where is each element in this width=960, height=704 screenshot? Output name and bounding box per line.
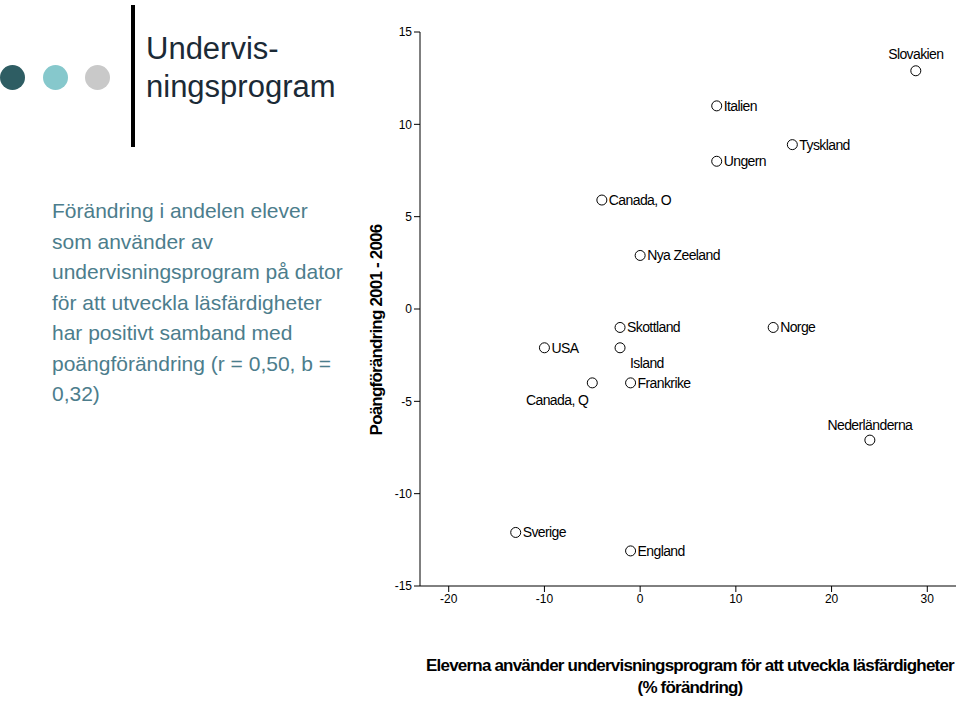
- svg-text:Italien: Italien: [724, 98, 757, 114]
- svg-text:Canada, O: Canada, O: [609, 192, 672, 208]
- svg-text:England: England: [638, 543, 685, 559]
- svg-text:20: 20: [825, 592, 839, 606]
- svg-text:Poängförändring 2001 - 2006: Poängförändring 2001 - 2006: [367, 224, 386, 435]
- svg-text:Frankrike: Frankrike: [638, 375, 692, 391]
- html-text:Eleverna använder undervisning: Eleverna använder undervisningsprogram f…: [426, 656, 954, 697]
- svg-text:-10: -10: [536, 592, 554, 606]
- svg-text:Skottland: Skottland: [627, 319, 680, 335]
- svg-text:Island: Island: [630, 355, 664, 371]
- svg-text:Slovakien: Slovakien: [888, 46, 943, 62]
- svg-text:Canada, Q: Canada, Q: [526, 392, 589, 408]
- svg-text:Tyskland: Tyskland: [799, 137, 849, 153]
- svg-text:USA: USA: [551, 340, 579, 356]
- html-text:Undervis-: Undervis-: [146, 31, 279, 66]
- svg-text:Ungern: Ungern: [724, 153, 766, 169]
- svg-text:15: 15: [399, 25, 413, 39]
- svg-text:-5: -5: [401, 395, 412, 409]
- svg-text:Nya Zeeland: Nya Zeeland: [647, 247, 720, 263]
- svg-text:10: 10: [729, 592, 743, 606]
- svg-text:10: 10: [399, 118, 413, 132]
- svg-text:0: 0: [405, 302, 412, 316]
- html-text:ningsprogram: ningsprogram: [146, 69, 336, 104]
- svg-text:Norge: Norge: [780, 319, 816, 335]
- html-text:Förändring i andelen elever so: Förändring i andelen elever som använder…: [52, 199, 343, 405]
- svg-text:30: 30: [921, 592, 935, 606]
- svg-text:5: 5: [405, 210, 412, 224]
- svg-text:-10: -10: [395, 487, 413, 501]
- svg-text:-15: -15: [395, 579, 413, 593]
- svg-text:Nederländerna: Nederländerna: [827, 417, 913, 433]
- svg-text:Sverige: Sverige: [523, 524, 567, 540]
- svg-text:0: 0: [637, 592, 644, 606]
- svg-text:-20: -20: [440, 592, 458, 606]
